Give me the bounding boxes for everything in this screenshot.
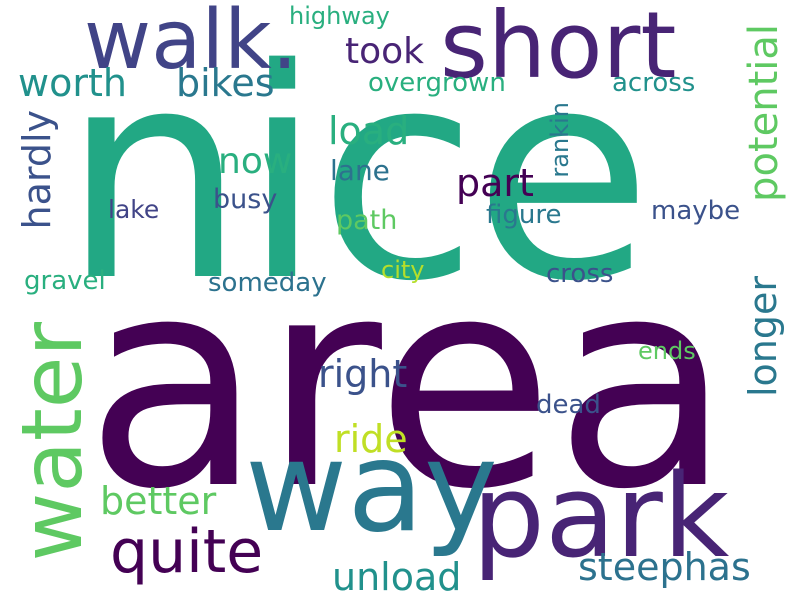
word-walk: walk. xyxy=(84,0,298,88)
word-quite: quite xyxy=(110,517,264,587)
word-busy: busy xyxy=(213,184,278,215)
word-took: took xyxy=(345,31,425,72)
word-right: right xyxy=(318,352,408,396)
word-part: part xyxy=(456,161,534,205)
word-longer: longer xyxy=(741,276,785,398)
word-across: across xyxy=(612,68,696,98)
word-nice: nice xyxy=(62,8,652,345)
word-hardly: hardly xyxy=(15,110,59,230)
word-steephas: steephas xyxy=(578,545,751,589)
word-gravel: gravel xyxy=(24,266,106,296)
word-bikes: bikes xyxy=(176,61,275,105)
word-park: park xyxy=(472,450,730,584)
word-someday: someday xyxy=(208,268,327,298)
word-short: short xyxy=(440,0,677,99)
word-better: better xyxy=(100,479,217,523)
word-ends: ends xyxy=(638,337,696,365)
word-path: path xyxy=(336,205,398,236)
word-city: city xyxy=(381,256,425,284)
word-worth: worth xyxy=(18,61,127,105)
word-overgrown: overgrown xyxy=(368,68,506,98)
word-figure: figure xyxy=(486,200,562,230)
word-lake: lake xyxy=(108,195,160,224)
word-cross: cross xyxy=(546,259,614,289)
word-potential: potential xyxy=(741,24,787,202)
word-dead: dead xyxy=(536,390,601,420)
word-way: way xyxy=(245,415,498,560)
word-lane: lane xyxy=(330,154,390,187)
word-water: water xyxy=(3,322,101,562)
word-ride: ride xyxy=(334,417,408,461)
word-highway: highway xyxy=(289,2,390,30)
word-now: now xyxy=(218,141,293,182)
word-load: load xyxy=(328,109,410,153)
word-maybe: maybe xyxy=(651,196,741,226)
word-unload: unload xyxy=(332,555,462,599)
word-area: area xyxy=(85,216,732,553)
word-rankin: rankin xyxy=(546,102,574,178)
